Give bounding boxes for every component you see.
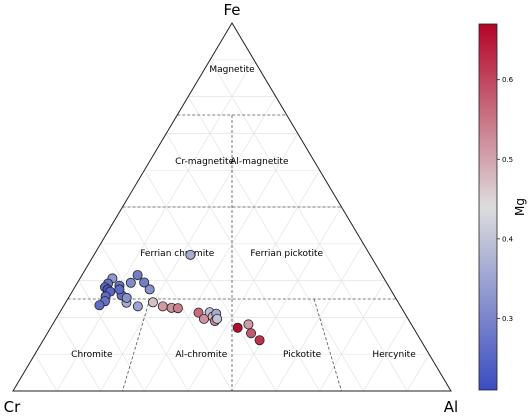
colorbar-tick-label: 0.3	[502, 315, 513, 323]
colorbar-label: Mg	[513, 198, 527, 216]
classification-field-boundaries	[67, 114, 397, 392]
data-point	[193, 307, 204, 318]
colorbar-tick-label: 0.6	[502, 76, 514, 84]
data-point	[147, 297, 158, 308]
field-label-al-chromite: Al-chromite	[175, 350, 227, 360]
field-label-al-magnetite: Al-magnetite	[230, 157, 289, 167]
gridline	[363, 317, 408, 392]
field-label-cr-magnetite: Cr-magnetite	[175, 157, 234, 167]
field-label-magnetite: Magnetite	[209, 65, 255, 75]
data-point	[139, 277, 150, 288]
data-point	[172, 303, 183, 314]
gridline	[144, 133, 299, 392]
gridline	[56, 59, 255, 392]
gridline	[209, 59, 408, 392]
gridline	[231, 206, 342, 392]
gridline	[275, 243, 364, 392]
field-boundary	[313, 298, 342, 392]
data-point	[157, 301, 168, 312]
data-point	[243, 319, 254, 330]
gridline	[319, 280, 386, 392]
data-point	[246, 328, 257, 339]
data-point	[212, 313, 223, 324]
field-boundary	[122, 298, 151, 392]
data-point	[185, 249, 196, 260]
colorbar-ticks: 0.3 0.4 0.5 0.6	[497, 76, 514, 323]
gridline	[78, 280, 145, 392]
data-point	[94, 300, 105, 311]
data-point	[232, 322, 243, 333]
colorbar: 0.3 0.4 0.5 0.6 Mg	[478, 23, 527, 391]
colorbar-gradient	[478, 23, 498, 391]
data-point	[132, 301, 143, 312]
gridline	[165, 133, 320, 392]
field-label-chromite: Chromite	[71, 350, 113, 360]
data-point	[114, 284, 125, 295]
colorbar-tick-label: 0.5	[502, 156, 513, 164]
gridline	[34, 354, 58, 392]
field-label-ferrian-chromite: Ferrian chromite	[140, 249, 215, 259]
gridline	[122, 206, 233, 392]
data-point	[132, 270, 143, 281]
vertex-label-left: Cr	[4, 398, 21, 416]
colorbar-tick-label: 0.4	[502, 235, 514, 243]
vertex-label-right: Al	[444, 398, 458, 416]
data-points	[94, 249, 265, 346]
data-point	[254, 335, 265, 346]
data-point	[121, 292, 132, 303]
data-point	[144, 284, 155, 295]
field-label-hercynite: Hercynite	[372, 350, 416, 360]
field-label-pickotite: Pickotite	[283, 350, 322, 360]
gridline	[406, 354, 430, 392]
vertex-label-top: Fe	[223, 1, 240, 19]
ternary-outline	[12, 22, 452, 392]
gridline	[56, 317, 101, 392]
gridline	[100, 243, 189, 392]
data-point	[125, 277, 136, 288]
field-label-ferrian-pickotite: Ferrian pickotite	[250, 249, 323, 259]
